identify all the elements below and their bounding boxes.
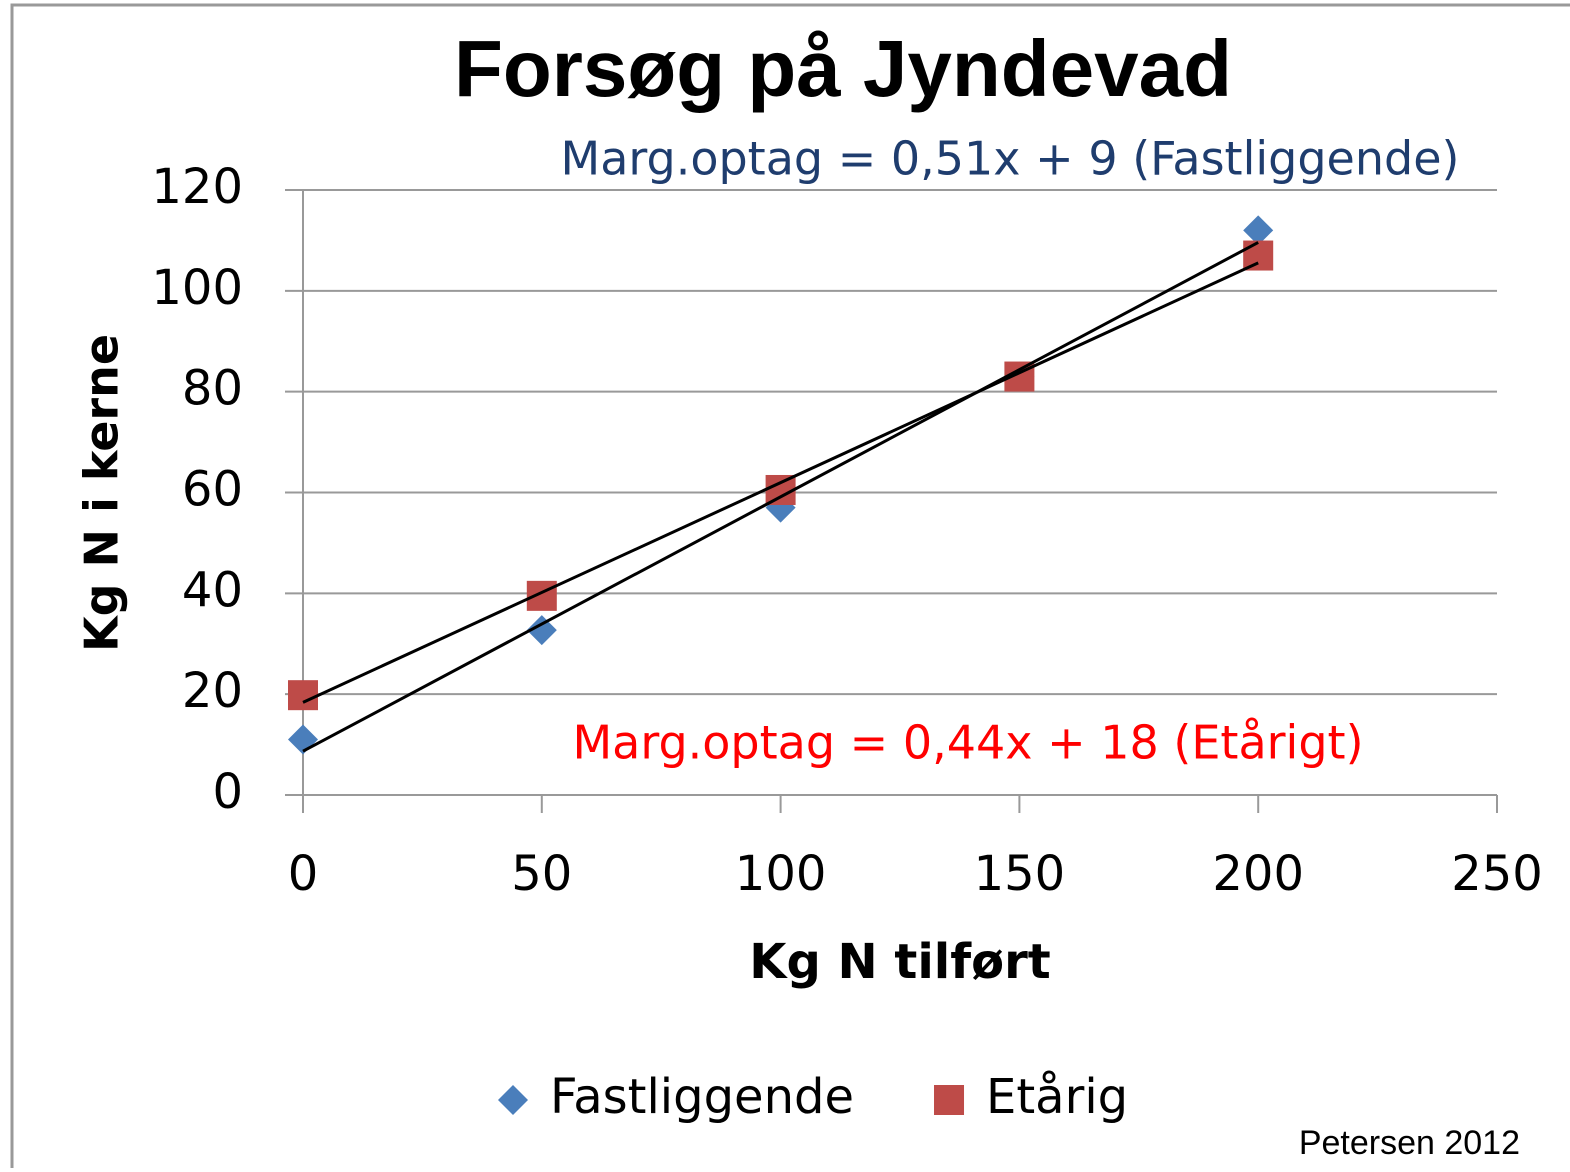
- annotation: Marg.optag = 0,51x + 9 (Fastliggende): [561, 132, 1460, 186]
- y-tick-label: 120: [151, 159, 243, 215]
- x-tick-label: 250: [1451, 846, 1543, 902]
- x-tick-label: 50: [511, 846, 572, 902]
- point: [526, 615, 557, 646]
- y-tick-label: 100: [151, 260, 243, 316]
- y-tick-label: 20: [182, 663, 243, 719]
- point: [288, 680, 318, 711]
- x-tick-label: 150: [974, 846, 1066, 902]
- legend-label: Fastliggende: [550, 1069, 854, 1125]
- legend-marker: [934, 1085, 965, 1115]
- x-tick-label: 100: [735, 846, 827, 902]
- legend-marker: [498, 1085, 528, 1115]
- y-tick-label: 0: [212, 764, 243, 820]
- y-axis-label: Kg N i kerne: [75, 334, 129, 652]
- x-tick-label: 200: [1212, 846, 1304, 902]
- point: [1243, 215, 1274, 246]
- x-tick-label: 0: [288, 846, 319, 902]
- source: Petersen 2012: [1299, 1124, 1520, 1162]
- chart-title: Forsøg på Jyndevad: [454, 24, 1232, 113]
- y-tick-label: 40: [182, 562, 243, 618]
- annotation: Marg.optag = 0,44x + 18 (Etårigt): [572, 716, 1363, 770]
- trendline: [302, 241, 1259, 753]
- x-axis-label: Kg N tilført: [749, 934, 1050, 990]
- frame: [10, 3, 1570, 1172]
- trendline: [302, 261, 1259, 704]
- y-tick-label: 80: [182, 361, 243, 417]
- y-tick-label: 60: [182, 462, 243, 518]
- legend-label: Etårig: [986, 1069, 1128, 1125]
- point: [1243, 240, 1274, 271]
